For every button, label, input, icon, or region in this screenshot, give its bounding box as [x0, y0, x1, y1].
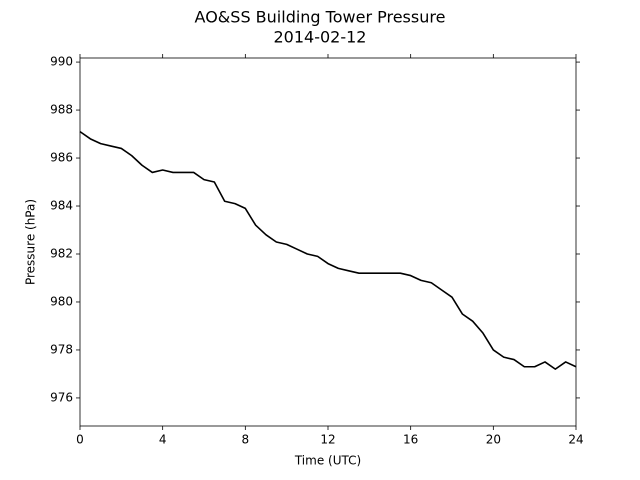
x-tick-label: 8: [242, 433, 250, 447]
y-tick-label: 988: [50, 103, 73, 117]
data-line: [79, 130, 577, 370]
x-tick-label: 24: [568, 433, 583, 447]
y-tick-label: 984: [50, 199, 73, 213]
chart-subtitle: 2014-02-12: [274, 28, 367, 47]
x-tick-label: 0: [76, 433, 84, 447]
y-tick-label: 982: [50, 246, 73, 260]
chart-title: AO&SS Building Tower Pressure: [195, 8, 446, 27]
x-tick-label: 16: [403, 433, 418, 447]
y-axis-label: Pressure (hPa): [24, 199, 38, 285]
y-tick-label: 978: [50, 342, 73, 356]
x-tick-label: 4: [159, 433, 167, 447]
y-tick-label: 980: [50, 294, 73, 308]
x-axis-label: Time (UTC): [294, 454, 361, 468]
y-tick-label: 990: [50, 55, 73, 69]
y-tick-label: 986: [50, 151, 73, 165]
x-tick-label: 20: [486, 433, 501, 447]
x-tick-label: 12: [320, 433, 335, 447]
y-tick-label: 976: [50, 390, 73, 404]
